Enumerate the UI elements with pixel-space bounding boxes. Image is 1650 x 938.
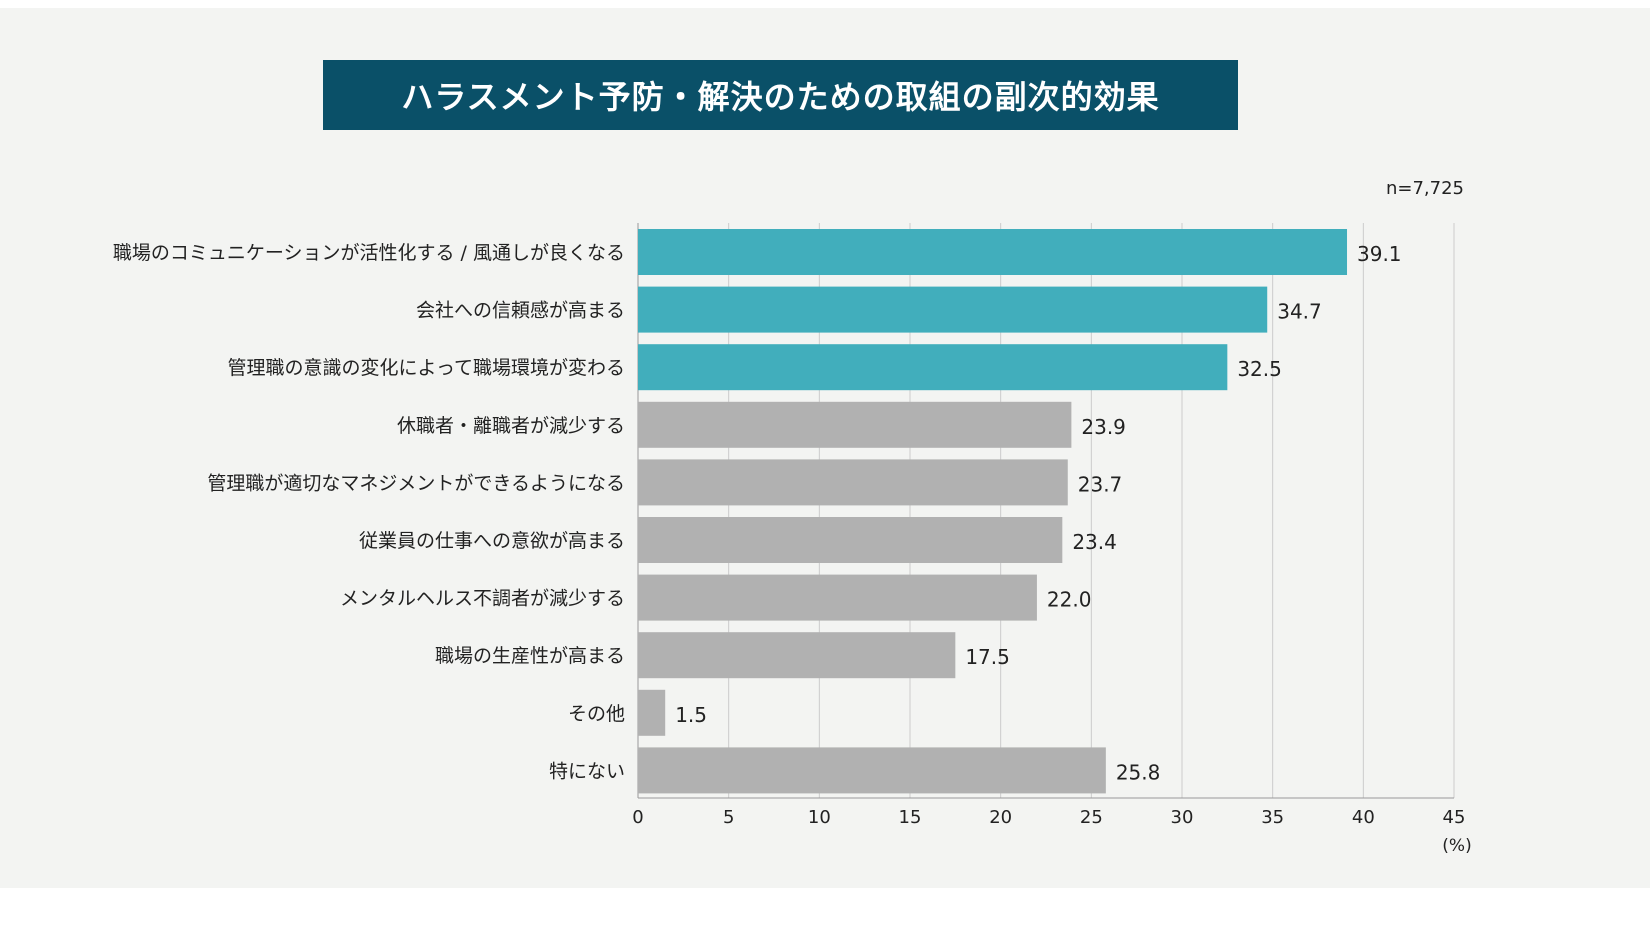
bar: [638, 689, 666, 736]
bar: [638, 344, 1228, 391]
category-label: メンタルヘルス不調者が減少する: [340, 588, 625, 610]
x-tick-label: 25: [1080, 807, 1103, 828]
category-label: 職場のコミュニケーションが活性化する / 風通しが良くなる: [113, 242, 625, 264]
bar: [638, 517, 1063, 563]
value-label: 23.9: [1081, 415, 1126, 439]
value-label: 39.1: [1357, 242, 1402, 266]
x-tick-label: 5: [723, 807, 734, 828]
value-label: 17.5: [965, 645, 1010, 669]
bar: [638, 632, 956, 679]
bar: [638, 574, 1037, 621]
bar: [638, 459, 1068, 506]
x-tick-label: 30: [1171, 807, 1194, 828]
x-tick-label: 15: [899, 807, 922, 828]
value-label: 23.7: [1078, 472, 1123, 496]
bar: [638, 229, 1348, 275]
chart-panel: [0, 8, 1650, 888]
value-label: 23.4: [1072, 530, 1117, 554]
x-tick-label: 45: [1443, 807, 1466, 828]
category-label: その他: [568, 703, 625, 725]
bar: [638, 747, 1106, 794]
value-label: 22.0: [1047, 588, 1092, 612]
bar: [638, 286, 1268, 333]
x-tick-label: 40: [1352, 807, 1375, 828]
category-label: 管理職が適切なマネジメントができるようになる: [207, 472, 625, 494]
category-label: 会社への信頼感が高まる: [416, 300, 625, 322]
category-label: 休職者・離職者が減少する: [397, 415, 625, 437]
category-label: 職場の生産性が高まる: [435, 645, 625, 667]
value-label: 32.5: [1237, 357, 1282, 381]
bar: [638, 401, 1072, 448]
value-label: 1.5: [675, 703, 707, 727]
chart-title: ハラスメント予防・解決のための取組の副次的効果: [323, 60, 1238, 130]
x-tick-label: 0: [632, 807, 643, 828]
sample-size-label: n=7,725: [1386, 178, 1464, 199]
value-label: 25.8: [1116, 760, 1161, 784]
category-label: 管理職の意識の変化によって職場環境が変わる: [228, 357, 625, 379]
x-tick-label: 35: [1261, 807, 1284, 828]
category-label: 従業員の仕事への意欲が高まる: [359, 530, 625, 552]
x-tick-label: 20: [989, 807, 1012, 828]
x-axis-unit: (%): [1442, 836, 1471, 856]
value-label: 34.7: [1277, 300, 1322, 324]
x-tick-label: 10: [808, 807, 831, 828]
category-label: 特にない: [549, 760, 625, 782]
